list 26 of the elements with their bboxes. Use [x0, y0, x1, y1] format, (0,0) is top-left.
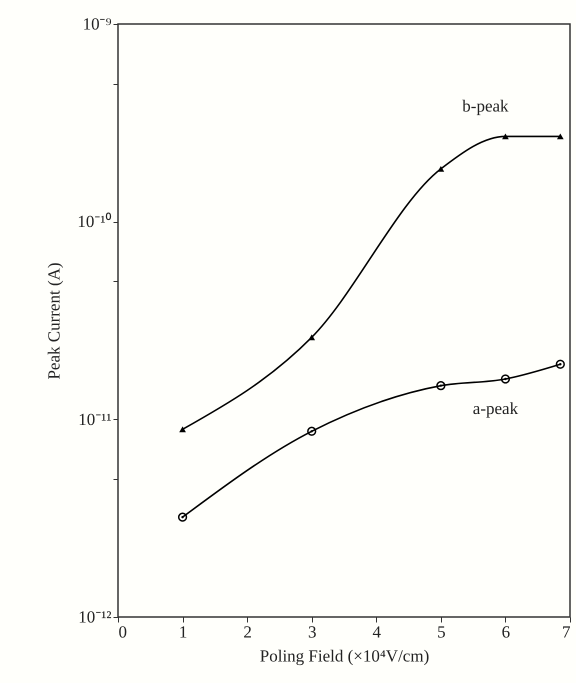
x-tick-label: 3 — [308, 622, 316, 642]
point — [179, 426, 186, 432]
series-label: a-peak — [472, 398, 519, 418]
point — [556, 360, 565, 369]
point — [438, 166, 444, 172]
x-tick-label: 4 — [372, 622, 382, 642]
y-axis-title: Peak Current (A) — [44, 262, 64, 380]
y-tick-label: 10⁻¹¹ — [78, 410, 112, 429]
y-tick-label: 10⁻¹² — [78, 608, 112, 626]
point — [500, 374, 510, 384]
point — [307, 426, 316, 436]
x-tick-label: 1 — [178, 622, 188, 642]
point — [308, 334, 316, 340]
y-tick-label: 10⁻¹⁰ — [77, 212, 112, 232]
x-tick-label: 6 — [502, 622, 510, 642]
point — [436, 381, 446, 390]
point — [502, 133, 509, 140]
x-tick-label: 5 — [437, 622, 446, 642]
series-label: b-peak — [462, 96, 510, 116]
x-tick-label: 7 — [562, 622, 571, 642]
x-tick-label: 0 — [118, 622, 127, 642]
point — [178, 512, 188, 522]
x-axis-title: Poling Field (×10⁴V/cm) — [260, 646, 430, 666]
y-tick-label: 10⁻⁹ — [82, 14, 112, 34]
x-tick-label: 2 — [243, 622, 252, 642]
point — [556, 133, 564, 140]
